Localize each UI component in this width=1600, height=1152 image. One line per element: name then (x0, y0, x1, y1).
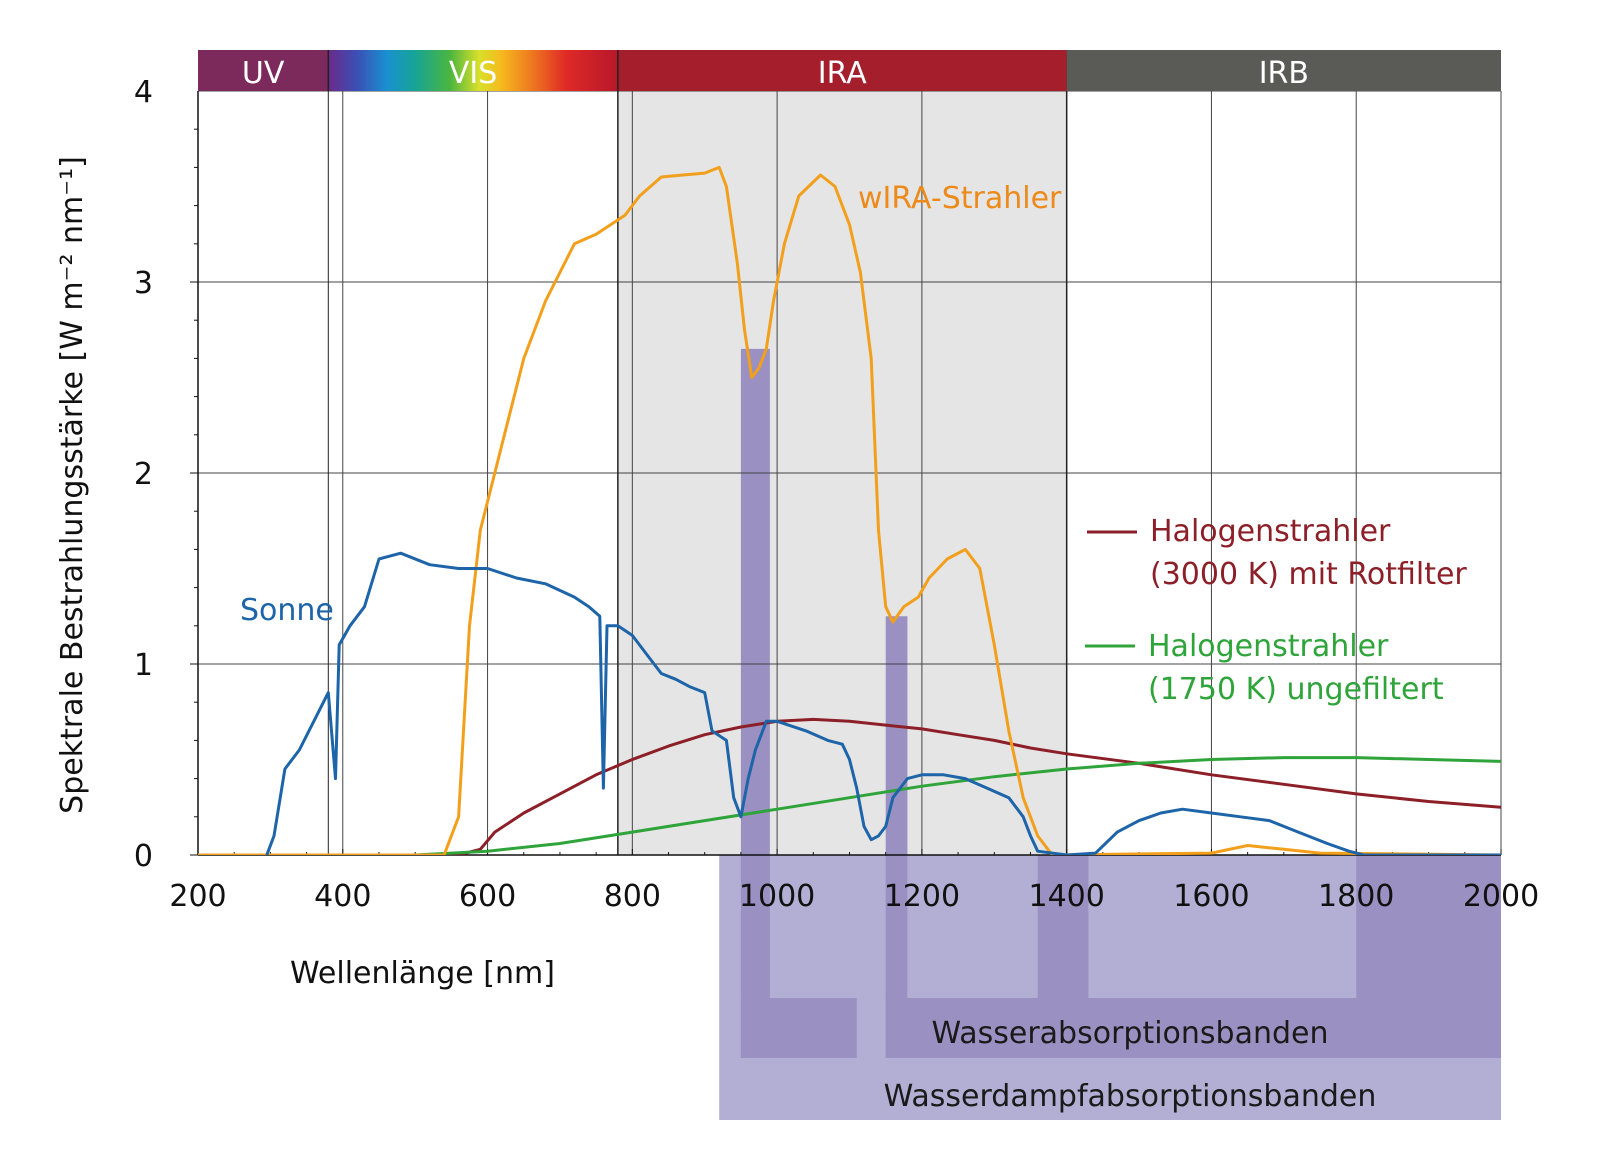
series (198, 165, 1501, 855)
absorption-bands (719, 855, 1501, 1120)
wasser-strip-right (885, 998, 1501, 1058)
series-line-0 (265, 551, 1501, 855)
x-tick-label-1000: 1000 (739, 879, 815, 914)
sonne-label: Sonne (240, 593, 334, 628)
region-vis (328, 50, 618, 91)
region-irb (1066, 50, 1501, 91)
halogen-3000-label-line1: Halogenstrahler (1150, 514, 1391, 549)
series-line-2 (328, 717, 1501, 855)
wira-label: wIRA-Strahler (858, 181, 1062, 216)
axes: 200 400 600 800 1000 1200 1400 1600 1800 2000 0 1 2 3… (134, 75, 1539, 914)
x-tick-label-1800: 1800 (1318, 879, 1394, 914)
y-tick-label-3: 3 (134, 266, 153, 301)
y-tick-label-2: 2 (134, 457, 153, 492)
region-label-irb: IRB (1259, 56, 1309, 91)
region-ira (617, 50, 1067, 91)
x-axis-label: Wellenlänge [nm] (290, 956, 555, 991)
halogen-3000-label-line2: (3000 K) mit Rotfilter (1150, 557, 1467, 592)
region-label-uv: UV (242, 56, 285, 91)
x-tick-label-1600: 1600 (1173, 879, 1249, 914)
region-uv (198, 50, 329, 91)
spectral-region-bar: UV VIS IRA IRB (198, 50, 1501, 91)
x-tick-label-800: 800 (604, 879, 661, 914)
wasser-strip-left (740, 998, 857, 1058)
y-axis-label: Spektrale Bestrahlungsstärke [W m⁻² nm⁻¹… (55, 156, 90, 814)
y-tick-label-0: 0 (134, 839, 153, 874)
x-tick-label-1200: 1200 (884, 879, 960, 914)
wasserabsorption-label: Wasserabsorptionsbanden (931, 1016, 1328, 1051)
wasser-band-plot-0 (740, 348, 770, 855)
series-line-1 (198, 165, 1501, 855)
x-tick-label-2000: 2000 (1463, 879, 1539, 914)
halogen-1750-label-line1: Halogenstrahler (1148, 629, 1389, 664)
region-label-vis: VIS (449, 56, 497, 91)
y-tick-label-4: 4 (134, 75, 153, 110)
y-tick-label-1: 1 (134, 648, 153, 683)
x-tick-label-1400: 1400 (1028, 879, 1104, 914)
wasser-band-plot-1 (885, 616, 908, 855)
x-tick-label-600: 600 (459, 879, 516, 914)
wasserdampfabsorption-label: Wasserdampfabsorptionsbanden (884, 1079, 1377, 1114)
x-tick-label-400: 400 (314, 879, 371, 914)
x-tick-label-200: 200 (169, 879, 226, 914)
halogen-1750-label-line2: (1750 K) ungefiltert (1148, 672, 1444, 707)
region-label-ira: IRA (818, 56, 867, 91)
series-line-3 (266, 756, 1501, 855)
